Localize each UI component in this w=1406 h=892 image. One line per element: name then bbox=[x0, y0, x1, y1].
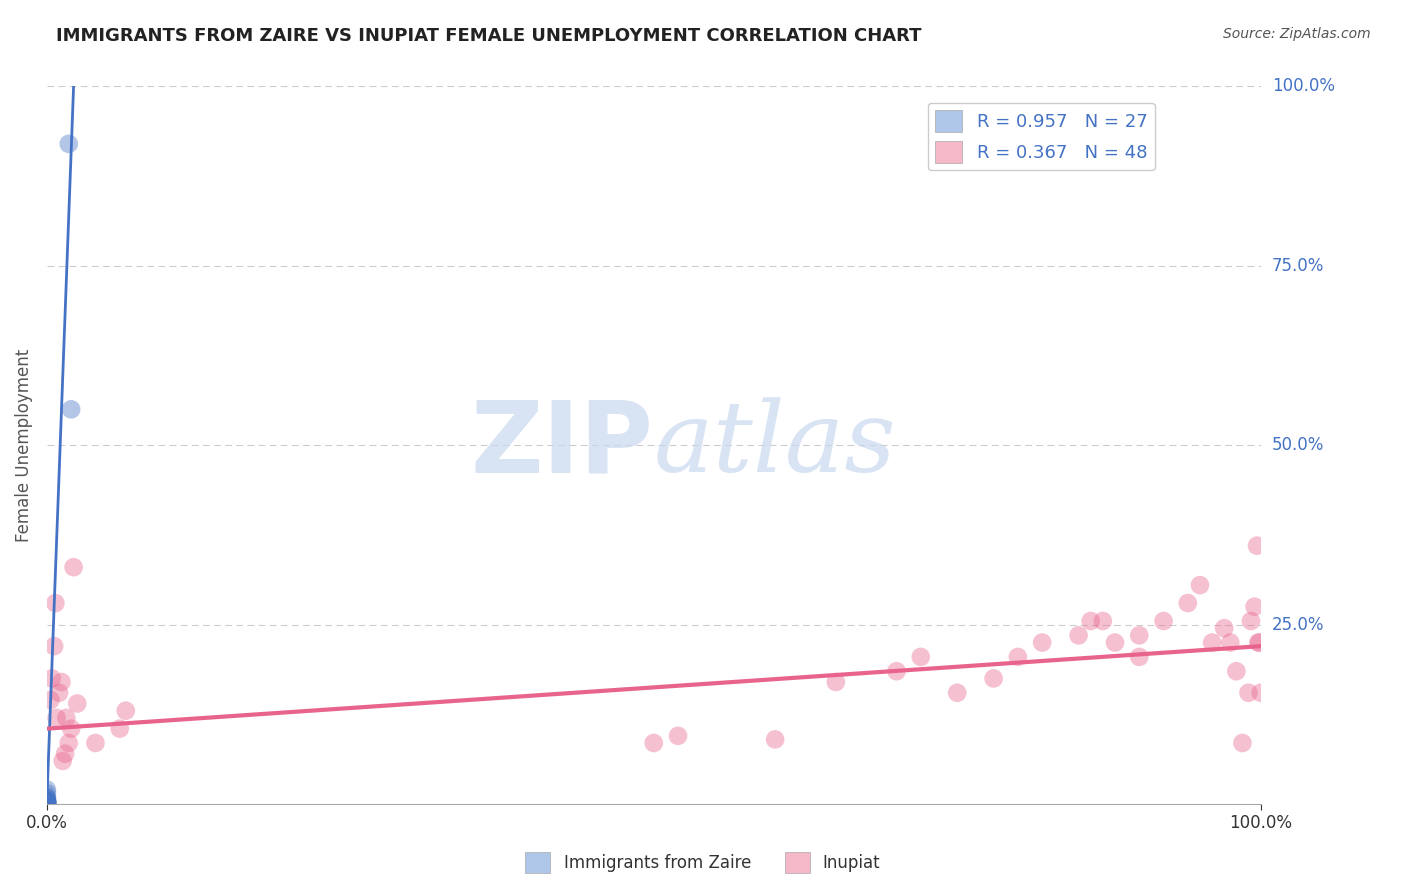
Text: 75.0%: 75.0% bbox=[1272, 257, 1324, 275]
Legend: R = 0.957   N = 27, R = 0.367   N = 48: R = 0.957 N = 27, R = 0.367 N = 48 bbox=[928, 103, 1154, 170]
Point bbox=[1104, 635, 1126, 649]
Point bbox=[84, 736, 107, 750]
Point bbox=[35, 797, 58, 811]
Point bbox=[1219, 635, 1241, 649]
Point bbox=[35, 797, 58, 811]
Text: Source: ZipAtlas.com: Source: ZipAtlas.com bbox=[1223, 27, 1371, 41]
Point bbox=[35, 795, 58, 809]
Point bbox=[35, 797, 58, 811]
Point bbox=[666, 729, 689, 743]
Point bbox=[1225, 665, 1247, 679]
Point bbox=[910, 649, 932, 664]
Legend: Immigrants from Zaire, Inupiat: Immigrants from Zaire, Inupiat bbox=[519, 846, 887, 880]
Point bbox=[643, 736, 665, 750]
Point bbox=[35, 795, 58, 809]
Point bbox=[1007, 649, 1029, 664]
Point bbox=[58, 136, 80, 151]
Point bbox=[35, 797, 58, 811]
Point bbox=[1128, 649, 1150, 664]
Point bbox=[44, 596, 66, 610]
Point bbox=[108, 722, 131, 736]
Point bbox=[1067, 628, 1090, 642]
Point bbox=[35, 797, 58, 811]
Point bbox=[1031, 635, 1053, 649]
Point bbox=[41, 672, 63, 686]
Point bbox=[35, 795, 58, 809]
Point bbox=[60, 722, 83, 736]
Point bbox=[1091, 614, 1114, 628]
Point bbox=[35, 796, 58, 810]
Point bbox=[52, 754, 75, 768]
Point bbox=[66, 697, 89, 711]
Text: 100.0%: 100.0% bbox=[1272, 78, 1334, 95]
Point bbox=[1249, 635, 1271, 649]
Point bbox=[35, 796, 58, 810]
Point bbox=[1247, 635, 1270, 649]
Point bbox=[35, 789, 58, 804]
Point bbox=[35, 791, 58, 805]
Point bbox=[763, 732, 786, 747]
Point bbox=[35, 797, 58, 811]
Point bbox=[1080, 614, 1102, 628]
Point bbox=[1201, 635, 1223, 649]
Point bbox=[1232, 736, 1254, 750]
Point bbox=[1243, 599, 1265, 614]
Point bbox=[58, 736, 80, 750]
Text: atlas: atlas bbox=[654, 398, 897, 493]
Point bbox=[824, 675, 846, 690]
Point bbox=[983, 672, 1005, 686]
Point bbox=[45, 711, 67, 725]
Point bbox=[35, 795, 58, 809]
Point bbox=[35, 795, 58, 809]
Point bbox=[44, 639, 66, 653]
Point bbox=[1153, 614, 1175, 628]
Point bbox=[35, 795, 58, 809]
Text: 25.0%: 25.0% bbox=[1272, 615, 1324, 633]
Point bbox=[1250, 686, 1272, 700]
Point bbox=[55, 711, 77, 725]
Point bbox=[1213, 621, 1236, 635]
Point bbox=[35, 794, 58, 808]
Point bbox=[114, 704, 136, 718]
Y-axis label: Female Unemployment: Female Unemployment bbox=[15, 349, 32, 541]
Point bbox=[35, 797, 58, 811]
Point bbox=[35, 796, 58, 810]
Point bbox=[35, 797, 58, 811]
Point bbox=[1188, 578, 1211, 592]
Point bbox=[1237, 686, 1260, 700]
Point bbox=[1177, 596, 1199, 610]
Point bbox=[1128, 628, 1150, 642]
Point bbox=[53, 747, 76, 761]
Point bbox=[39, 693, 62, 707]
Point bbox=[35, 782, 58, 797]
Point bbox=[51, 675, 73, 690]
Point bbox=[35, 793, 58, 807]
Point bbox=[48, 686, 70, 700]
Point bbox=[886, 665, 908, 679]
Text: ZIP: ZIP bbox=[471, 397, 654, 493]
Text: IMMIGRANTS FROM ZAIRE VS INUPIAT FEMALE UNEMPLOYMENT CORRELATION CHART: IMMIGRANTS FROM ZAIRE VS INUPIAT FEMALE … bbox=[56, 27, 922, 45]
Point bbox=[35, 793, 58, 807]
Point bbox=[946, 686, 969, 700]
Point bbox=[1246, 539, 1268, 553]
Point bbox=[35, 796, 58, 810]
Point bbox=[60, 402, 83, 417]
Point bbox=[35, 786, 58, 800]
Point bbox=[62, 560, 84, 574]
Point bbox=[1240, 614, 1263, 628]
Text: 50.0%: 50.0% bbox=[1272, 436, 1324, 454]
